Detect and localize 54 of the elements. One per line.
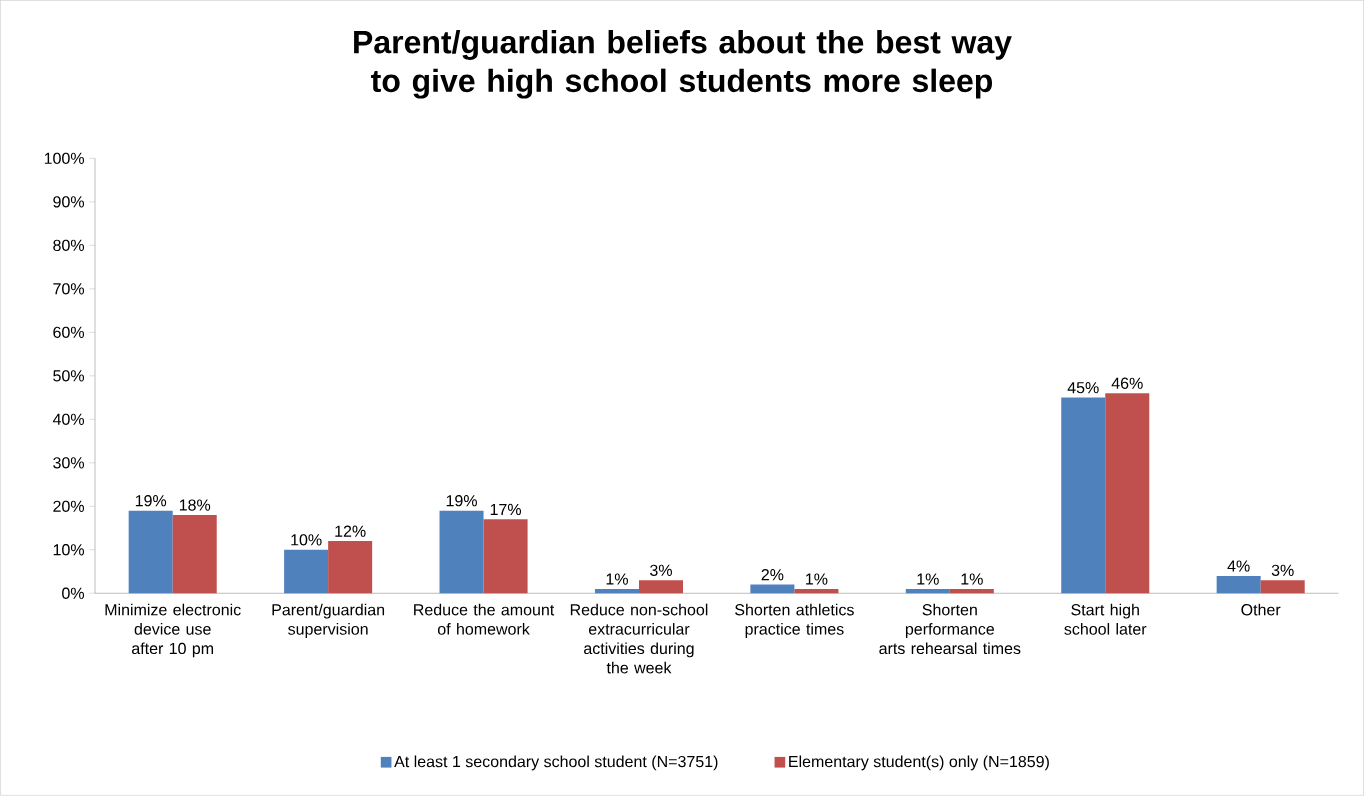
bar bbox=[128, 510, 173, 594]
x-tick-label: Reduce non-school extracurricular activities during the week bbox=[570, 603, 708, 674]
data-label: 10% bbox=[291, 534, 322, 546]
data-label: 12% bbox=[335, 525, 366, 537]
y-tick-label: 30% bbox=[53, 457, 85, 469]
bar bbox=[328, 541, 373, 594]
data-label: 18% bbox=[179, 499, 211, 511]
bar bbox=[794, 589, 839, 594]
y-tick-label: 100% bbox=[44, 152, 85, 165]
y-tick-label: 20% bbox=[53, 500, 85, 513]
bar bbox=[1105, 393, 1150, 594]
y-tick-label: 0% bbox=[62, 587, 85, 600]
bar bbox=[172, 515, 217, 594]
data-label: 45% bbox=[1067, 382, 1099, 394]
data-label: 19% bbox=[135, 495, 167, 507]
data-label: 1% bbox=[806, 573, 828, 585]
bar bbox=[638, 580, 684, 594]
y-tick-label: 60% bbox=[53, 326, 85, 339]
data-label: 3% bbox=[650, 564, 672, 577]
legend-label: Elementary student(s) only (N=1859) bbox=[789, 755, 1049, 771]
bar bbox=[594, 589, 639, 594]
data-label: 46% bbox=[1111, 377, 1143, 390]
bar bbox=[949, 589, 994, 594]
x-tick-label: Other bbox=[1241, 603, 1281, 616]
data-label: 1% bbox=[917, 573, 939, 585]
bar bbox=[750, 584, 795, 594]
x-tick-label: Shorten performance arts rehearsal times bbox=[879, 603, 1021, 655]
bar bbox=[439, 510, 484, 594]
y-tick-label: 90% bbox=[53, 196, 85, 208]
data-label: 1% bbox=[961, 573, 983, 585]
x-tick-label: Start high school later bbox=[1064, 603, 1147, 635]
x-tick-label: Parent/guardian supervision bbox=[272, 603, 385, 639]
x-tick-label: Reduce the amount of homework bbox=[414, 603, 555, 635]
legend-label: At least 1 secondary school student (N=3751) bbox=[394, 755, 718, 771]
bar bbox=[483, 519, 528, 594]
bar bbox=[905, 589, 950, 594]
bar bbox=[1061, 397, 1106, 594]
y-tick-label: 80% bbox=[53, 239, 85, 252]
x-tick-label: Shorten athletics practice times bbox=[735, 603, 854, 639]
chart-title: Parent/guardian beliefs about the best way to give high school students more sleep bbox=[354, 30, 1012, 99]
y-tick-label: 70% bbox=[53, 283, 85, 295]
x-tick-label: Minimize electronic device use after 10 pm bbox=[105, 603, 241, 658]
data-label: 2% bbox=[761, 569, 784, 581]
bar bbox=[1260, 580, 1305, 594]
data-label: 4% bbox=[1227, 560, 1250, 572]
y-tick-label: 10% bbox=[53, 544, 85, 556]
bar bbox=[1216, 576, 1261, 594]
y-tick-label: 50% bbox=[53, 370, 85, 382]
data-label: 3% bbox=[1271, 564, 1294, 577]
bar bbox=[284, 549, 329, 594]
y-tick-label: 40% bbox=[52, 413, 85, 426]
data-label: 1% bbox=[606, 573, 628, 585]
data-label: 17% bbox=[490, 504, 522, 516]
data-label: 19% bbox=[446, 495, 477, 507]
